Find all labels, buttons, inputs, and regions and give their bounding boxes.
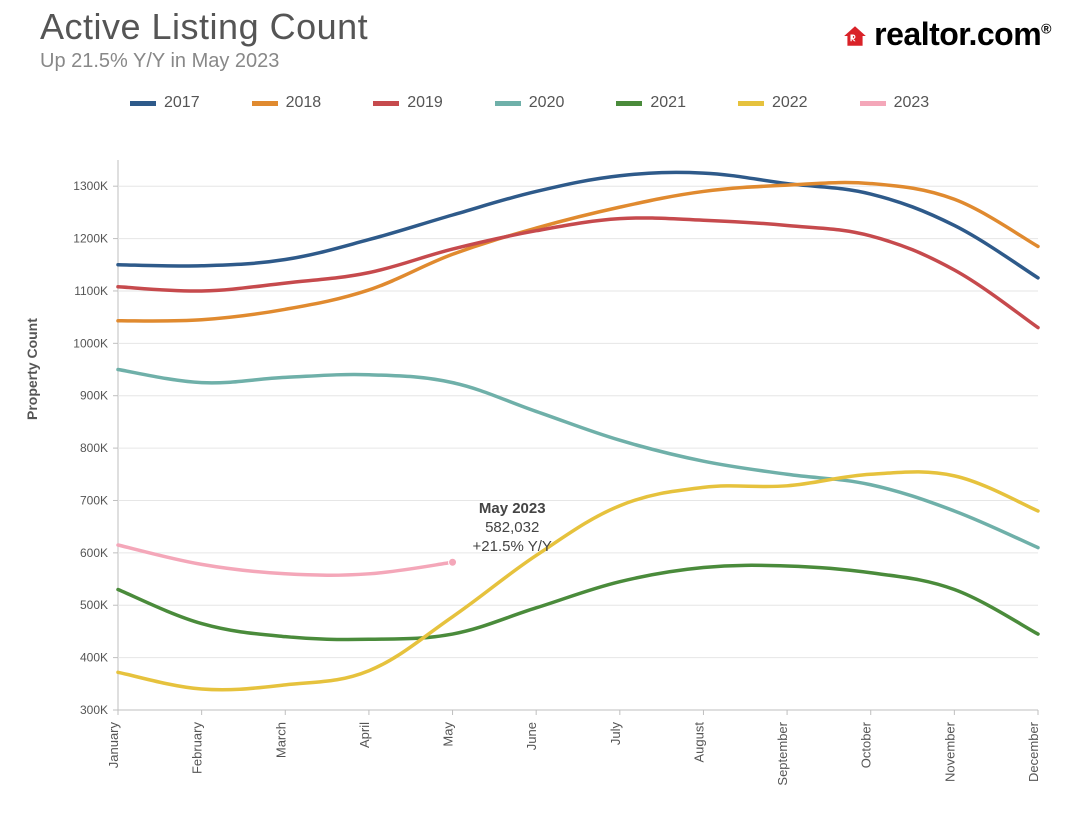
page-subtitle: Up 21.5% Y/Y in May 2023 (40, 50, 368, 73)
svg-text:October: October (859, 721, 874, 768)
legend-label: 2017 (164, 94, 200, 112)
svg-text:April: April (357, 722, 372, 748)
svg-text:May: May (441, 722, 456, 747)
svg-text:300K: 300K (80, 703, 108, 717)
series-line (118, 218, 1038, 328)
legend-item[interactable]: 2021 (616, 94, 686, 112)
legend-label: 2022 (772, 94, 808, 112)
svg-text:December: December (1026, 721, 1041, 782)
series-line (118, 370, 1038, 548)
svg-text:800K: 800K (80, 441, 108, 455)
chart-svg: 300K 400K 500K 600K 700K 800K 900K 1000K 1100K 12… (48, 130, 1048, 790)
svg-text:January: January (106, 722, 121, 769)
chart-legend: 2017 2018 2019 2020 2021 2022 2023 (130, 94, 1035, 112)
legend-item[interactable]: 2022 (738, 94, 808, 112)
svg-text:500K: 500K (80, 598, 108, 612)
svg-text:June: June (524, 722, 539, 750)
svg-text:400K: 400K (80, 651, 108, 665)
legend-item[interactable]: 2017 (130, 94, 200, 112)
legend-label: 2021 (650, 94, 686, 112)
svg-text:November: November (942, 721, 957, 782)
svg-text:September: September (775, 721, 790, 785)
legend-label: 2018 (286, 94, 322, 112)
legend-item[interactable]: 2018 (252, 94, 322, 112)
svg-text:July: July (608, 722, 623, 746)
line-chart: Property Count 300K400K500K600K700K800K9… (48, 130, 1048, 790)
legend-swatch (495, 101, 521, 106)
svg-text:1000K: 1000K (73, 336, 108, 350)
brand-logo: realtor.com® (842, 16, 1051, 53)
y-axis-label: Property Count (24, 318, 40, 420)
legend-item[interactable]: 2019 (373, 94, 443, 112)
legend-swatch (373, 101, 399, 106)
legend-label: 2019 (407, 94, 443, 112)
svg-text:February: February (190, 722, 205, 775)
legend-swatch (860, 101, 886, 106)
svg-text:March: March (273, 722, 288, 758)
legend-swatch (252, 101, 278, 106)
legend-swatch (738, 101, 764, 106)
legend-item[interactable]: 2023 (860, 94, 930, 112)
house-icon (842, 23, 868, 49)
legend-label: 2020 (529, 94, 565, 112)
svg-text:600K: 600K (80, 546, 108, 560)
legend-item[interactable]: 2020 (495, 94, 565, 112)
legend-label: 2023 (894, 94, 930, 112)
page-title: Active Listing Count (40, 6, 368, 48)
svg-text:900K: 900K (80, 389, 108, 403)
svg-text:August: August (691, 722, 706, 763)
svg-text:1100K: 1100K (74, 284, 108, 298)
data-callout: May 2023 582,032 +21.5% Y/Y (473, 500, 552, 556)
svg-text:1200K: 1200K (73, 232, 108, 246)
svg-text:1300K: 1300K (73, 179, 108, 193)
series-line (118, 545, 453, 575)
legend-swatch (616, 101, 642, 106)
brand-text: realtor.com® (874, 16, 1051, 53)
legend-swatch (130, 101, 156, 106)
series-line (118, 565, 1038, 639)
svg-text:700K: 700K (80, 493, 108, 507)
